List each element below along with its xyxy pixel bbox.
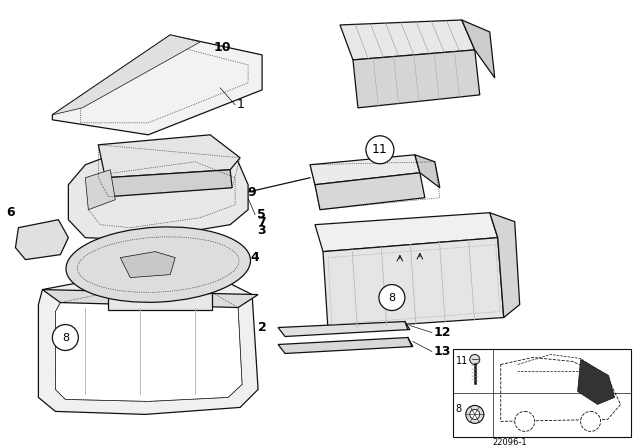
- Polygon shape: [490, 213, 520, 318]
- Text: 3: 3: [257, 224, 266, 237]
- Circle shape: [515, 411, 534, 431]
- Text: 4: 4: [250, 251, 259, 264]
- Text: 13: 13: [434, 345, 451, 358]
- Text: 22096-1: 22096-1: [492, 438, 527, 447]
- Polygon shape: [120, 252, 175, 278]
- Polygon shape: [353, 50, 480, 108]
- Polygon shape: [68, 148, 248, 240]
- Text: 8: 8: [62, 332, 69, 343]
- Polygon shape: [106, 170, 232, 197]
- Polygon shape: [278, 337, 413, 353]
- Text: 8: 8: [388, 293, 396, 302]
- Circle shape: [466, 405, 484, 423]
- Polygon shape: [415, 155, 440, 188]
- Polygon shape: [462, 20, 495, 78]
- Text: 12: 12: [434, 326, 451, 339]
- Polygon shape: [108, 293, 212, 310]
- Ellipse shape: [66, 227, 250, 302]
- Polygon shape: [15, 220, 68, 260]
- Text: 7: 7: [257, 216, 266, 229]
- Polygon shape: [578, 359, 614, 405]
- Polygon shape: [52, 35, 200, 115]
- Polygon shape: [38, 278, 258, 414]
- Text: 6: 6: [6, 206, 15, 219]
- Polygon shape: [310, 155, 420, 185]
- Circle shape: [366, 136, 394, 164]
- Polygon shape: [278, 322, 410, 336]
- Polygon shape: [315, 213, 498, 252]
- Text: 1: 1: [237, 99, 245, 112]
- Text: 2: 2: [258, 321, 267, 334]
- Text: 10: 10: [213, 41, 230, 54]
- Polygon shape: [323, 237, 504, 330]
- Text: 11: 11: [456, 357, 468, 366]
- Polygon shape: [85, 170, 115, 210]
- Circle shape: [470, 409, 480, 419]
- Text: 8: 8: [456, 405, 462, 414]
- Polygon shape: [99, 135, 240, 178]
- Circle shape: [470, 354, 480, 365]
- Polygon shape: [56, 293, 242, 401]
- Circle shape: [580, 411, 600, 431]
- Circle shape: [52, 324, 78, 350]
- Text: 11: 11: [372, 143, 388, 156]
- Polygon shape: [42, 289, 258, 308]
- Bar: [453, 349, 630, 437]
- Polygon shape: [340, 20, 475, 60]
- Text: 9: 9: [247, 186, 256, 199]
- Polygon shape: [315, 173, 425, 210]
- Circle shape: [379, 284, 405, 310]
- Polygon shape: [52, 35, 262, 135]
- Text: 5: 5: [257, 208, 266, 221]
